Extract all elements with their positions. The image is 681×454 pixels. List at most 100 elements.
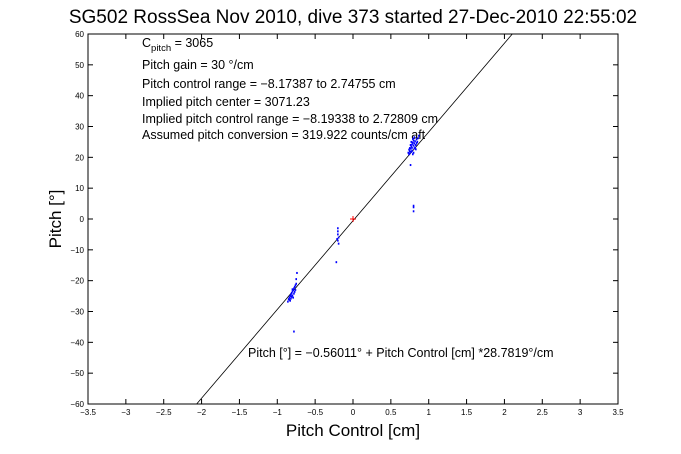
x-tick-label: −3	[121, 408, 131, 417]
data-point	[337, 230, 339, 233]
x-tick-label: 3.5	[612, 408, 624, 417]
y-tick-label: −50	[70, 369, 84, 378]
data-point	[409, 164, 412, 167]
data-point	[415, 144, 417, 146]
data-point	[418, 134, 420, 137]
data-point	[290, 297, 292, 300]
data-point	[408, 148, 410, 151]
data-point	[296, 271, 298, 274]
y-tick-label: −40	[70, 338, 84, 347]
assumed-conversion-annotation: Assumed pitch conversion = 319.922 count…	[142, 128, 426, 142]
x-tick-label: 1	[426, 408, 431, 417]
data-point	[293, 330, 295, 333]
data-point	[287, 300, 289, 303]
y-tick-label: 50	[75, 61, 84, 70]
y-tick-label: 30	[75, 123, 84, 132]
implied-range-annotation: Implied pitch control range = −8.19338 t…	[142, 112, 438, 126]
data-point	[415, 148, 417, 151]
x-tick-label: −3.5	[80, 408, 96, 417]
y-tick-label: −30	[70, 308, 84, 317]
data-point	[337, 236, 340, 239]
data-point	[335, 261, 338, 264]
y-tick-label: −10	[70, 246, 84, 255]
data-point	[413, 142, 416, 145]
data-point	[295, 282, 298, 285]
data-point	[293, 290, 296, 293]
data-point	[293, 292, 295, 295]
data-point	[407, 151, 410, 154]
data-point	[294, 284, 297, 287]
data-point	[337, 242, 340, 245]
x-tick-label: −2	[197, 408, 207, 417]
data-point	[415, 142, 418, 145]
data-point	[409, 144, 412, 146]
data-point	[408, 150, 411, 153]
data-point	[413, 136, 416, 139]
x-tick-label: −0.5	[307, 408, 323, 417]
data-point	[412, 206, 415, 209]
data-point	[336, 238, 338, 241]
x-tick-label: −1.5	[232, 408, 248, 417]
data-point	[410, 150, 413, 153]
data-point	[288, 296, 291, 299]
y-tick-label: 10	[75, 184, 84, 193]
data-point	[290, 295, 293, 298]
data-point	[293, 285, 296, 288]
data-point	[412, 139, 415, 142]
y-tick-label: −60	[70, 400, 84, 409]
c-pitch-annotation: Cpitch = 3065	[142, 36, 213, 54]
x-tick-label: 1.5	[461, 408, 473, 417]
control-range-annotation: Pitch control range = −8.17387 to 2.7475…	[142, 77, 396, 91]
x-tick-label: 2.5	[537, 408, 549, 417]
data-point	[412, 210, 415, 213]
data-point	[413, 147, 416, 150]
data-point	[416, 140, 419, 143]
data-point	[288, 298, 291, 301]
data-point	[411, 143, 413, 146]
chart-title: SG502 RossSea Nov 2010, dive 373 started…	[69, 7, 637, 28]
data-point	[293, 287, 295, 290]
c-pitch-subscript: pitch	[151, 43, 171, 54]
fit-equation-annotation: Pitch [°] = −0.56011° + Pitch Control [c…	[248, 346, 554, 360]
x-tick-label: 0	[351, 408, 356, 417]
x-axis-label: Pitch Control [cm]	[286, 421, 420, 440]
data-point	[411, 149, 413, 152]
x-tick-label: −1	[273, 408, 283, 417]
data-point	[291, 288, 294, 291]
data-point	[290, 292, 293, 294]
annotation-block: Cpitch = 3065 Pitch gain = 30 °/cm Pitch…	[142, 36, 438, 142]
data-points	[287, 134, 420, 333]
data-point	[414, 140, 416, 143]
x-tick-label: 3	[578, 408, 583, 417]
data-point	[289, 295, 291, 298]
y-tick-label: 0	[80, 215, 85, 224]
data-point	[291, 294, 294, 297]
y-tick-label: −20	[70, 277, 84, 286]
x-tick-label: −2.5	[156, 408, 172, 417]
data-point	[417, 137, 419, 140]
c-pitch-value: = 3065	[171, 36, 213, 50]
data-point	[412, 137, 414, 140]
data-point	[415, 138, 418, 141]
data-point	[410, 145, 413, 148]
data-point	[412, 153, 414, 156]
data-point	[337, 233, 339, 236]
center-marker-group	[350, 216, 356, 222]
y-tick-label: 60	[75, 30, 84, 39]
data-point	[412, 151, 415, 154]
data-point	[290, 293, 292, 296]
data-point	[412, 141, 414, 144]
data-point	[292, 296, 294, 299]
data-point	[412, 144, 415, 147]
data-point	[410, 140, 413, 143]
y-tick-label: 40	[75, 92, 84, 101]
x-tick-label: 2	[502, 408, 507, 417]
data-point	[294, 288, 297, 291]
y-axis: −60 −50 −40 −30 −20 −10 0 10 20 30 40 50 60	[70, 30, 618, 409]
y-tick-label: 20	[75, 153, 84, 162]
data-point	[291, 290, 294, 293]
x-axis: −3.5 −3 −2.5 −2 −1.5 −1 −0.5 0 0.5 1 1.5 2 2.5 3 3.5	[80, 34, 624, 417]
data-point	[412, 204, 415, 207]
x-tick-label: 0.5	[385, 408, 397, 417]
